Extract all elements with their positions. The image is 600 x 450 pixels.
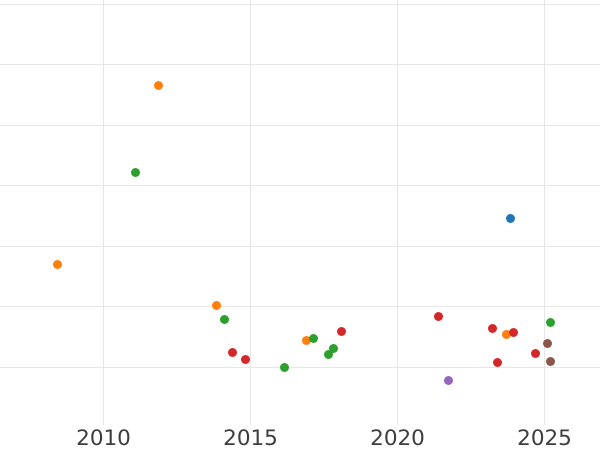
y-gridline <box>0 3 600 5</box>
red-scatter-point <box>227 347 237 357</box>
brown-scatter-point <box>542 338 552 348</box>
green-scatter-point <box>280 363 290 373</box>
blue-scatter-point <box>506 213 516 223</box>
green-scatter-point <box>323 349 333 359</box>
red-scatter-point <box>337 327 347 337</box>
green-scatter-point <box>545 318 555 328</box>
red-scatter-point <box>508 328 518 337</box>
red-scatter-point <box>433 312 443 322</box>
red-scatter-point <box>488 323 498 333</box>
x-gridline <box>103 0 104 425</box>
x-gridline <box>250 0 251 425</box>
orange-scatter-point <box>502 329 512 339</box>
red-scatter-point <box>241 354 251 364</box>
x-gridline <box>397 0 398 425</box>
x-tick-label: 2015 <box>223 426 278 450</box>
green-scatter-point <box>220 315 230 325</box>
y-gridline <box>0 185 600 186</box>
green-scatter-point <box>131 168 141 178</box>
orange-scatter-point <box>212 300 222 310</box>
red-scatter-point <box>492 358 502 368</box>
y-gridline <box>0 64 600 65</box>
x-tick-label: 2020 <box>370 426 425 450</box>
brown-scatter-point <box>546 357 556 367</box>
x-axis: 2010 2015 2020 2025 <box>0 425 600 450</box>
y-gridline <box>0 245 600 247</box>
x-tick-label: 2025 <box>517 426 572 450</box>
orange-scatter-point <box>154 80 164 90</box>
y-gridline <box>0 366 600 368</box>
green-scatter-point <box>309 334 319 344</box>
x-tick-label: 2010 <box>76 426 131 450</box>
green-scatter-point <box>329 344 339 354</box>
x-gridline <box>544 0 545 425</box>
red-scatter-point <box>530 348 540 358</box>
y-gridline <box>0 124 600 126</box>
orange-scatter-point <box>53 259 63 269</box>
orange-scatter-point <box>302 336 312 346</box>
y-gridline <box>0 306 600 307</box>
purple-scatter-point <box>443 376 453 386</box>
plot-area <box>0 0 600 425</box>
